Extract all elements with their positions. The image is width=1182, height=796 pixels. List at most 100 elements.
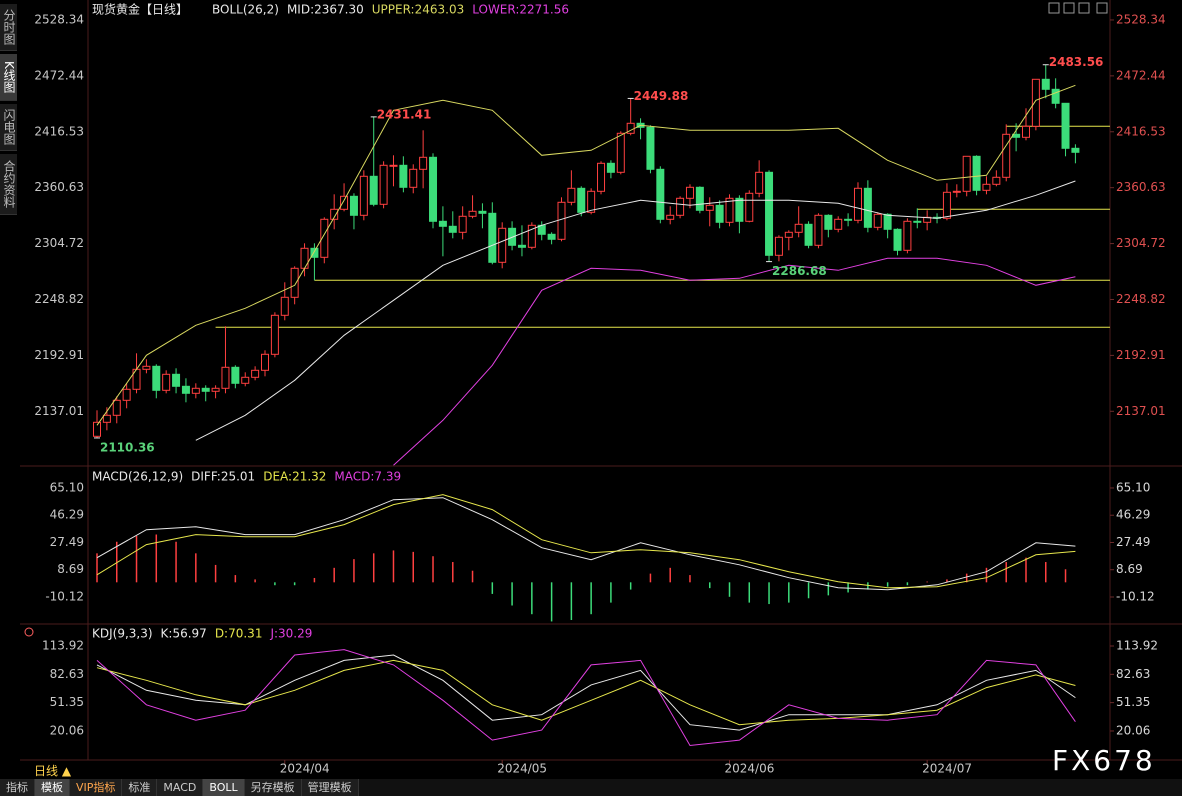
candle-body	[765, 171, 774, 256]
x-tick-label: 2024/04	[280, 762, 330, 776]
candle-body	[389, 164, 398, 167]
y-tick-label: 2248.82	[1116, 292, 1166, 306]
y-tick-label: 113.92	[1116, 639, 1158, 653]
tab[interactable]: VIP指标	[70, 779, 123, 796]
candle-body	[359, 175, 368, 216]
y-tick-label: 46.29	[1116, 508, 1150, 522]
candle-body	[419, 156, 428, 170]
candle-body	[972, 155, 981, 191]
x-tick-label: 2024/06	[725, 762, 775, 776]
y-tick-label: 2472.44	[34, 68, 84, 82]
candle-body	[577, 187, 586, 213]
y-tick-label: 46.29	[50, 508, 84, 522]
indicator-line	[195, 180, 1076, 441]
y-tick-label: 2416.53	[34, 124, 84, 138]
tab-bar: 指标 模板 VIP指标 标准 MACD BOLL 另存模板 管理模板	[0, 779, 1182, 796]
candle-body	[280, 296, 289, 316]
candle-body	[1031, 78, 1040, 127]
candle-body	[211, 387, 220, 392]
indicator-readout: UPPER:2463.03	[372, 3, 464, 17]
sidebar-tab[interactable]: 合约资料	[0, 154, 17, 215]
sidebar-tab[interactable]: K线图	[0, 54, 17, 101]
candle-body	[755, 171, 764, 194]
indicator-name: KDJ(9,3,3)	[92, 627, 153, 641]
y-tick-label: 2137.01	[34, 404, 84, 418]
candle-body	[952, 190, 961, 193]
y-tick-label: 2416.53	[1116, 124, 1166, 138]
candle-body	[498, 227, 507, 263]
extreme-label: 2286.68	[772, 264, 827, 278]
y-tick-label: 113.92	[42, 639, 84, 653]
y-tick-label: 8.69	[57, 562, 84, 576]
y-tick-label: 20.06	[50, 723, 84, 737]
candle-body	[527, 224, 536, 248]
candle-body	[488, 212, 497, 263]
period-label[interactable]: 日线	[34, 764, 59, 778]
candle-body	[142, 365, 151, 370]
candle-body	[201, 387, 210, 392]
indicator-readout: D:70.31	[215, 627, 263, 641]
indicator-readout: J:30.29	[269, 627, 312, 641]
sidebar-tab[interactable]: 闪电图	[0, 104, 17, 151]
y-tick-label: 2360.63	[1116, 180, 1166, 194]
candle-body	[616, 132, 625, 173]
y-tick-label: 2192.91	[34, 348, 84, 362]
candle-body	[1041, 78, 1050, 90]
candle-body	[369, 175, 378, 205]
candle-body	[102, 414, 111, 423]
tab[interactable]: BOLL	[203, 779, 245, 796]
candle-body	[399, 164, 408, 188]
candle-body	[745, 192, 754, 222]
extreme-label: 2431.41	[377, 107, 432, 121]
candle-body	[251, 369, 260, 378]
y-tick-label: -10.12	[45, 589, 84, 603]
candle-body	[270, 314, 279, 355]
tab[interactable]: 指标	[0, 779, 35, 796]
tab[interactable]: 模板	[35, 779, 70, 796]
indicator-line	[96, 84, 1076, 426]
candle-body	[853, 187, 862, 221]
period-selector[interactable]: 日线 ▲	[34, 764, 72, 778]
candle-body	[320, 218, 329, 258]
candle-body	[587, 190, 596, 213]
candle-body	[1061, 102, 1070, 149]
candle-body	[191, 387, 200, 394]
y-tick-label: 8.69	[1116, 562, 1143, 576]
extreme-label: 2449.88	[634, 89, 689, 103]
candle-body	[340, 195, 349, 210]
extreme-label: 2110.36	[100, 440, 155, 454]
candle-body	[913, 220, 922, 223]
candle-body	[162, 373, 171, 391]
y-tick-label: 82.63	[1116, 667, 1150, 681]
watermark: FX678	[1052, 744, 1156, 777]
candle-body	[705, 204, 714, 211]
candle-body	[666, 214, 675, 220]
candle-body	[1021, 125, 1030, 138]
indicator-line	[393, 257, 1076, 466]
candle-body	[883, 213, 892, 230]
tab[interactable]: MACD	[157, 779, 204, 796]
tab[interactable]: 另存模板	[244, 779, 302, 796]
candle-body	[221, 366, 230, 389]
candle-body	[92, 421, 101, 437]
candle-body	[429, 156, 438, 222]
candle-body	[606, 162, 615, 173]
sidebar-tab[interactable]: 分时图	[0, 4, 17, 51]
candle-body	[784, 231, 793, 238]
indicator-line	[96, 497, 1076, 591]
y-tick-label: 51.35	[1116, 695, 1150, 709]
indicator-readout: DIFF:25.01	[191, 470, 255, 484]
candle-body	[468, 210, 477, 217]
candle-body	[893, 228, 902, 251]
panel-icon[interactable]	[24, 627, 34, 637]
candle-body	[567, 187, 576, 203]
candle-body	[181, 385, 190, 394]
tab[interactable]: 管理模板	[301, 779, 359, 796]
candle-body	[715, 204, 724, 223]
tab[interactable]: 标准	[122, 779, 158, 796]
indicator-line	[96, 494, 1076, 589]
chart-title: 现货黄金【日线】	[92, 2, 188, 17]
window-buttons[interactable]	[1048, 2, 1108, 14]
